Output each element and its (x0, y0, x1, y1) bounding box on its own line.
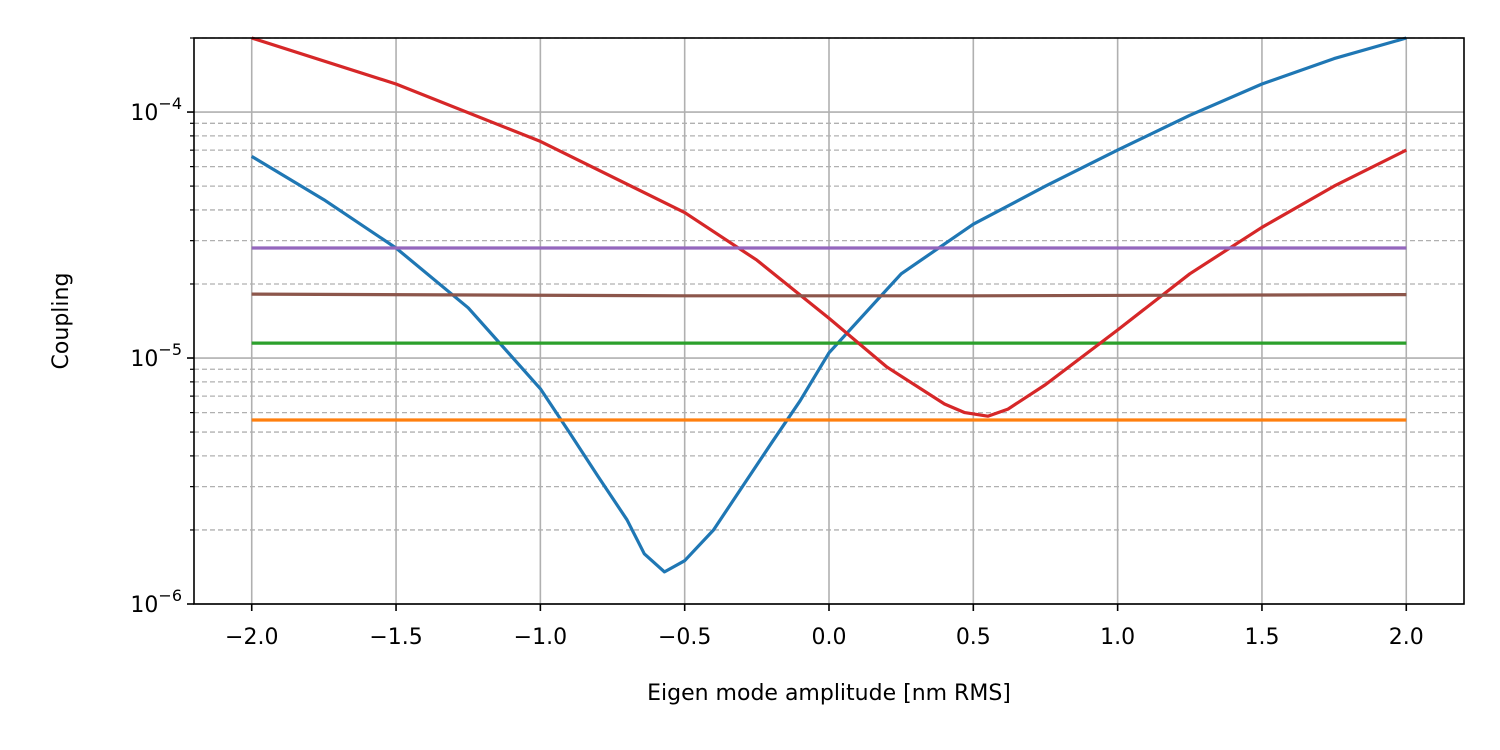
x-tick-label: 1.0 (1100, 625, 1135, 650)
x-tick-label: −1.0 (514, 625, 567, 650)
series-line-1 (250, 36, 1407, 574)
x-tick-label: 2.0 (1389, 625, 1424, 650)
y-tick-label: 10−6 (130, 586, 182, 618)
series-line-6 (251, 292, 1407, 298)
y-tick-label: 10−5 (130, 340, 182, 372)
series-lines (250, 36, 1408, 574)
x-tick-label: 1.5 (1244, 625, 1279, 650)
y-tick-label: 10−4 (130, 94, 182, 126)
y-axis-title: Coupling (49, 273, 74, 370)
x-tick-label: −0.5 (658, 625, 711, 650)
x-tick-label: 0.5 (956, 625, 991, 650)
series-line-4 (251, 36, 1408, 418)
grid (194, 37, 1464, 605)
x-tick-label: −1.5 (369, 625, 422, 650)
x-tick-label: −2.0 (225, 625, 278, 650)
x-tick-label: 0.0 (812, 625, 847, 650)
axis-ticks: −2.0 −1.5 −1.0 −0.5 0.0 0.5 1.0 1.5 2.0 10−6 10−5 1… (130, 37, 1424, 650)
x-axis-title: Eigen mode amplitude [nm RMS] (647, 681, 1011, 706)
